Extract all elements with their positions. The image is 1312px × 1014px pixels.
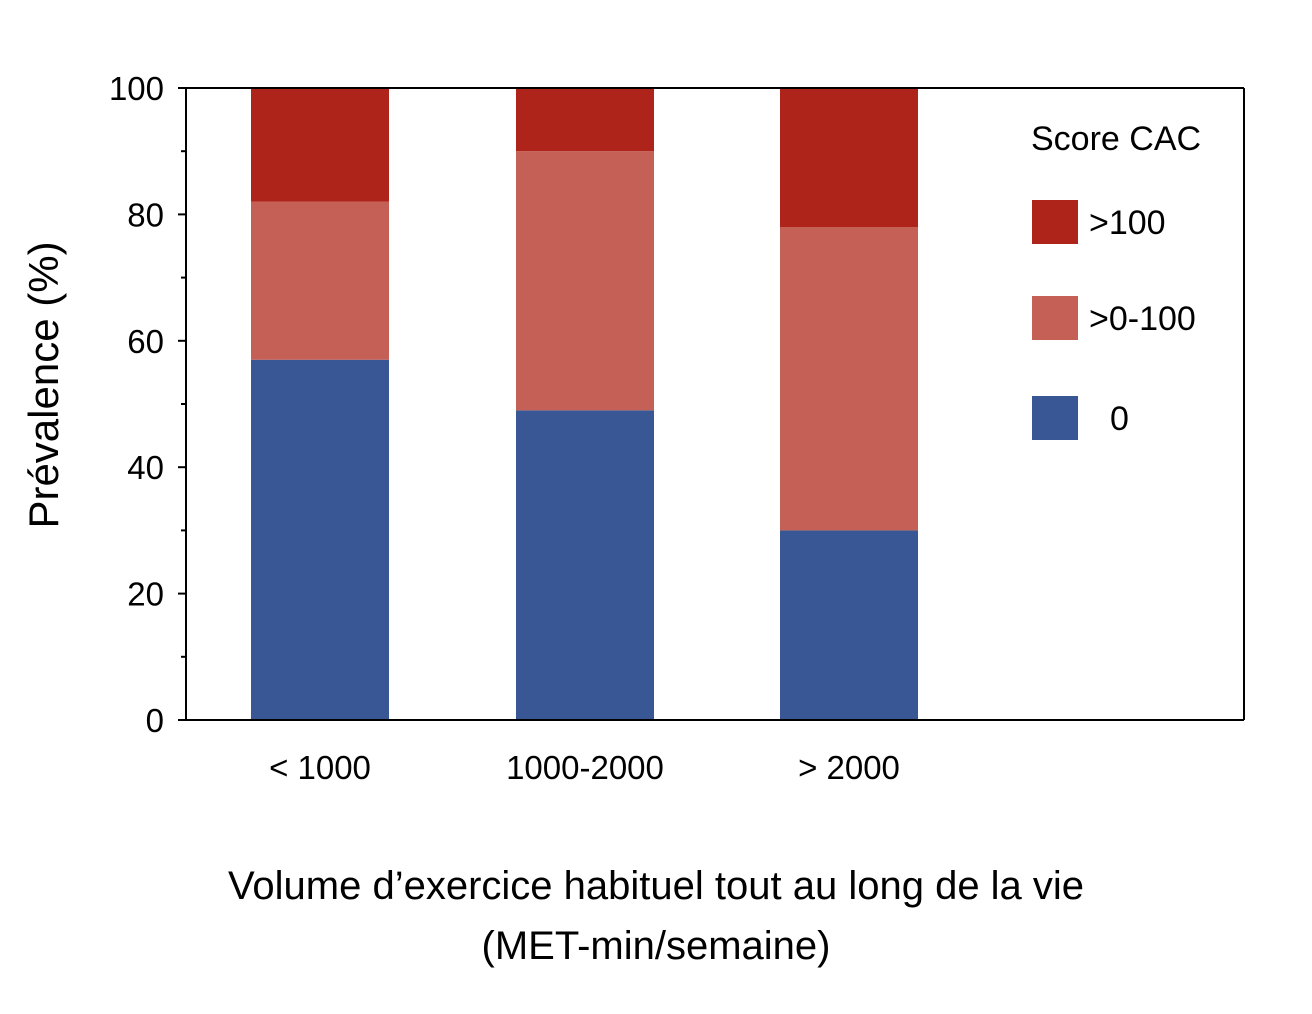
x-axis-label-line1: Volume d’exercice habituel tout au long …	[227, 864, 1085, 908]
legend: Score CAC >100 >0-100 0	[1031, 120, 1201, 440]
legend-label: >0-100	[1089, 300, 1196, 338]
bar-0-2	[780, 530, 918, 720]
legend-swatch	[1032, 396, 1078, 440]
bar-0-1	[516, 410, 654, 720]
bar-2-1	[516, 88, 654, 152]
x-tick-label: 1000-2000	[506, 749, 664, 786]
legend-swatch	[1032, 296, 1078, 340]
legend-label: 0	[1110, 400, 1129, 438]
bar-2-2	[780, 88, 918, 228]
bar-0-0	[251, 359, 389, 720]
y-tick-label: 60	[127, 323, 164, 360]
legend-label: >100	[1089, 204, 1166, 242]
axes-group: 0 20 40 60 80 100 < 1000 1000-2000 > 2000	[109, 70, 1245, 786]
bar-2-0	[251, 88, 389, 202]
x-axis-label-line2: (MET-min/semaine)	[481, 924, 831, 968]
x-tick-label: < 1000	[269, 749, 371, 786]
bars-group	[251, 88, 918, 720]
bar-1-2	[780, 227, 918, 531]
y-tick-label: 20	[127, 576, 164, 613]
y-tick-label: 100	[109, 70, 164, 107]
legend-title: Score CAC	[1031, 120, 1201, 158]
bar-1-0	[251, 201, 389, 360]
legend-swatch	[1032, 200, 1078, 244]
x-tick-label: > 2000	[798, 749, 900, 786]
y-axis-label: Prévalence (%)	[20, 241, 67, 528]
bar-1-1	[516, 151, 654, 411]
y-tick-label: 0	[146, 702, 164, 739]
y-tick-label: 40	[127, 449, 164, 486]
y-tick-label: 80	[127, 196, 164, 233]
